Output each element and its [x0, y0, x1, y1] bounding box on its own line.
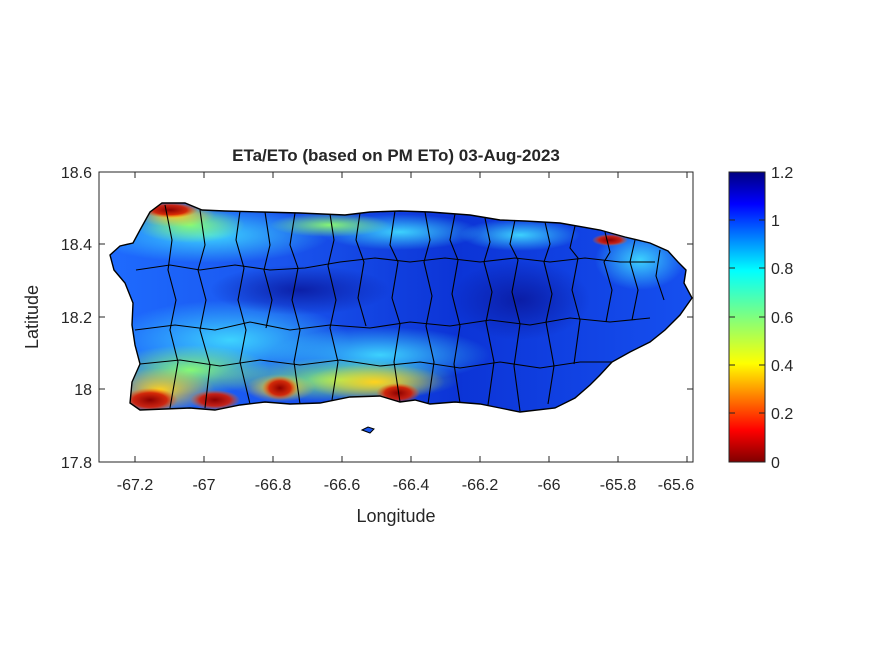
- y-tick-label: 18: [74, 382, 92, 399]
- x-tick-label: -65.8: [600, 477, 637, 494]
- colorbar-tick-label: 0: [771, 455, 780, 472]
- colorbar-tick-label: 1.2: [771, 165, 793, 182]
- x-tick-label: -67.2: [117, 477, 154, 494]
- colorbar-tick-label: 1: [771, 213, 780, 230]
- x-tick-label: -67: [192, 477, 215, 494]
- x-tick-label: -66.6: [324, 477, 361, 494]
- x-axis-label: Longitude: [356, 506, 435, 526]
- y-axis: [99, 171, 693, 390]
- x-axis: [134, 172, 688, 462]
- y-axis-label: Latitude: [22, 285, 42, 349]
- colorbar-tick-label: 0.2: [771, 406, 793, 423]
- municipal-boundaries: [109, 202, 693, 413]
- y-tick-label: 18.6: [61, 165, 92, 182]
- y-tick-label: 18.2: [61, 310, 92, 327]
- offshore-islet: [360, 426, 375, 434]
- x-tick-label: -66.8: [255, 477, 292, 494]
- chart-title: ETa/ETo (based on PM ETo) 03-Aug-2023: [232, 146, 560, 165]
- colorbar-tick-label: 0.6: [771, 310, 793, 327]
- x-tick-label: -65.6: [658, 477, 695, 494]
- y-tick-label: 18.4: [61, 237, 92, 254]
- island-raster: [110, 203, 692, 412]
- colorbar-tick-label: 0.4: [771, 358, 793, 375]
- y-tick-label: 17.8: [61, 455, 92, 472]
- x-tick-label: -66.2: [462, 477, 499, 494]
- x-tick-label: -66: [537, 477, 560, 494]
- x-tick-label: -66.4: [393, 477, 430, 494]
- colorbar-tick-label: 0.8: [771, 261, 793, 278]
- colorbar-ticks: [729, 171, 765, 463]
